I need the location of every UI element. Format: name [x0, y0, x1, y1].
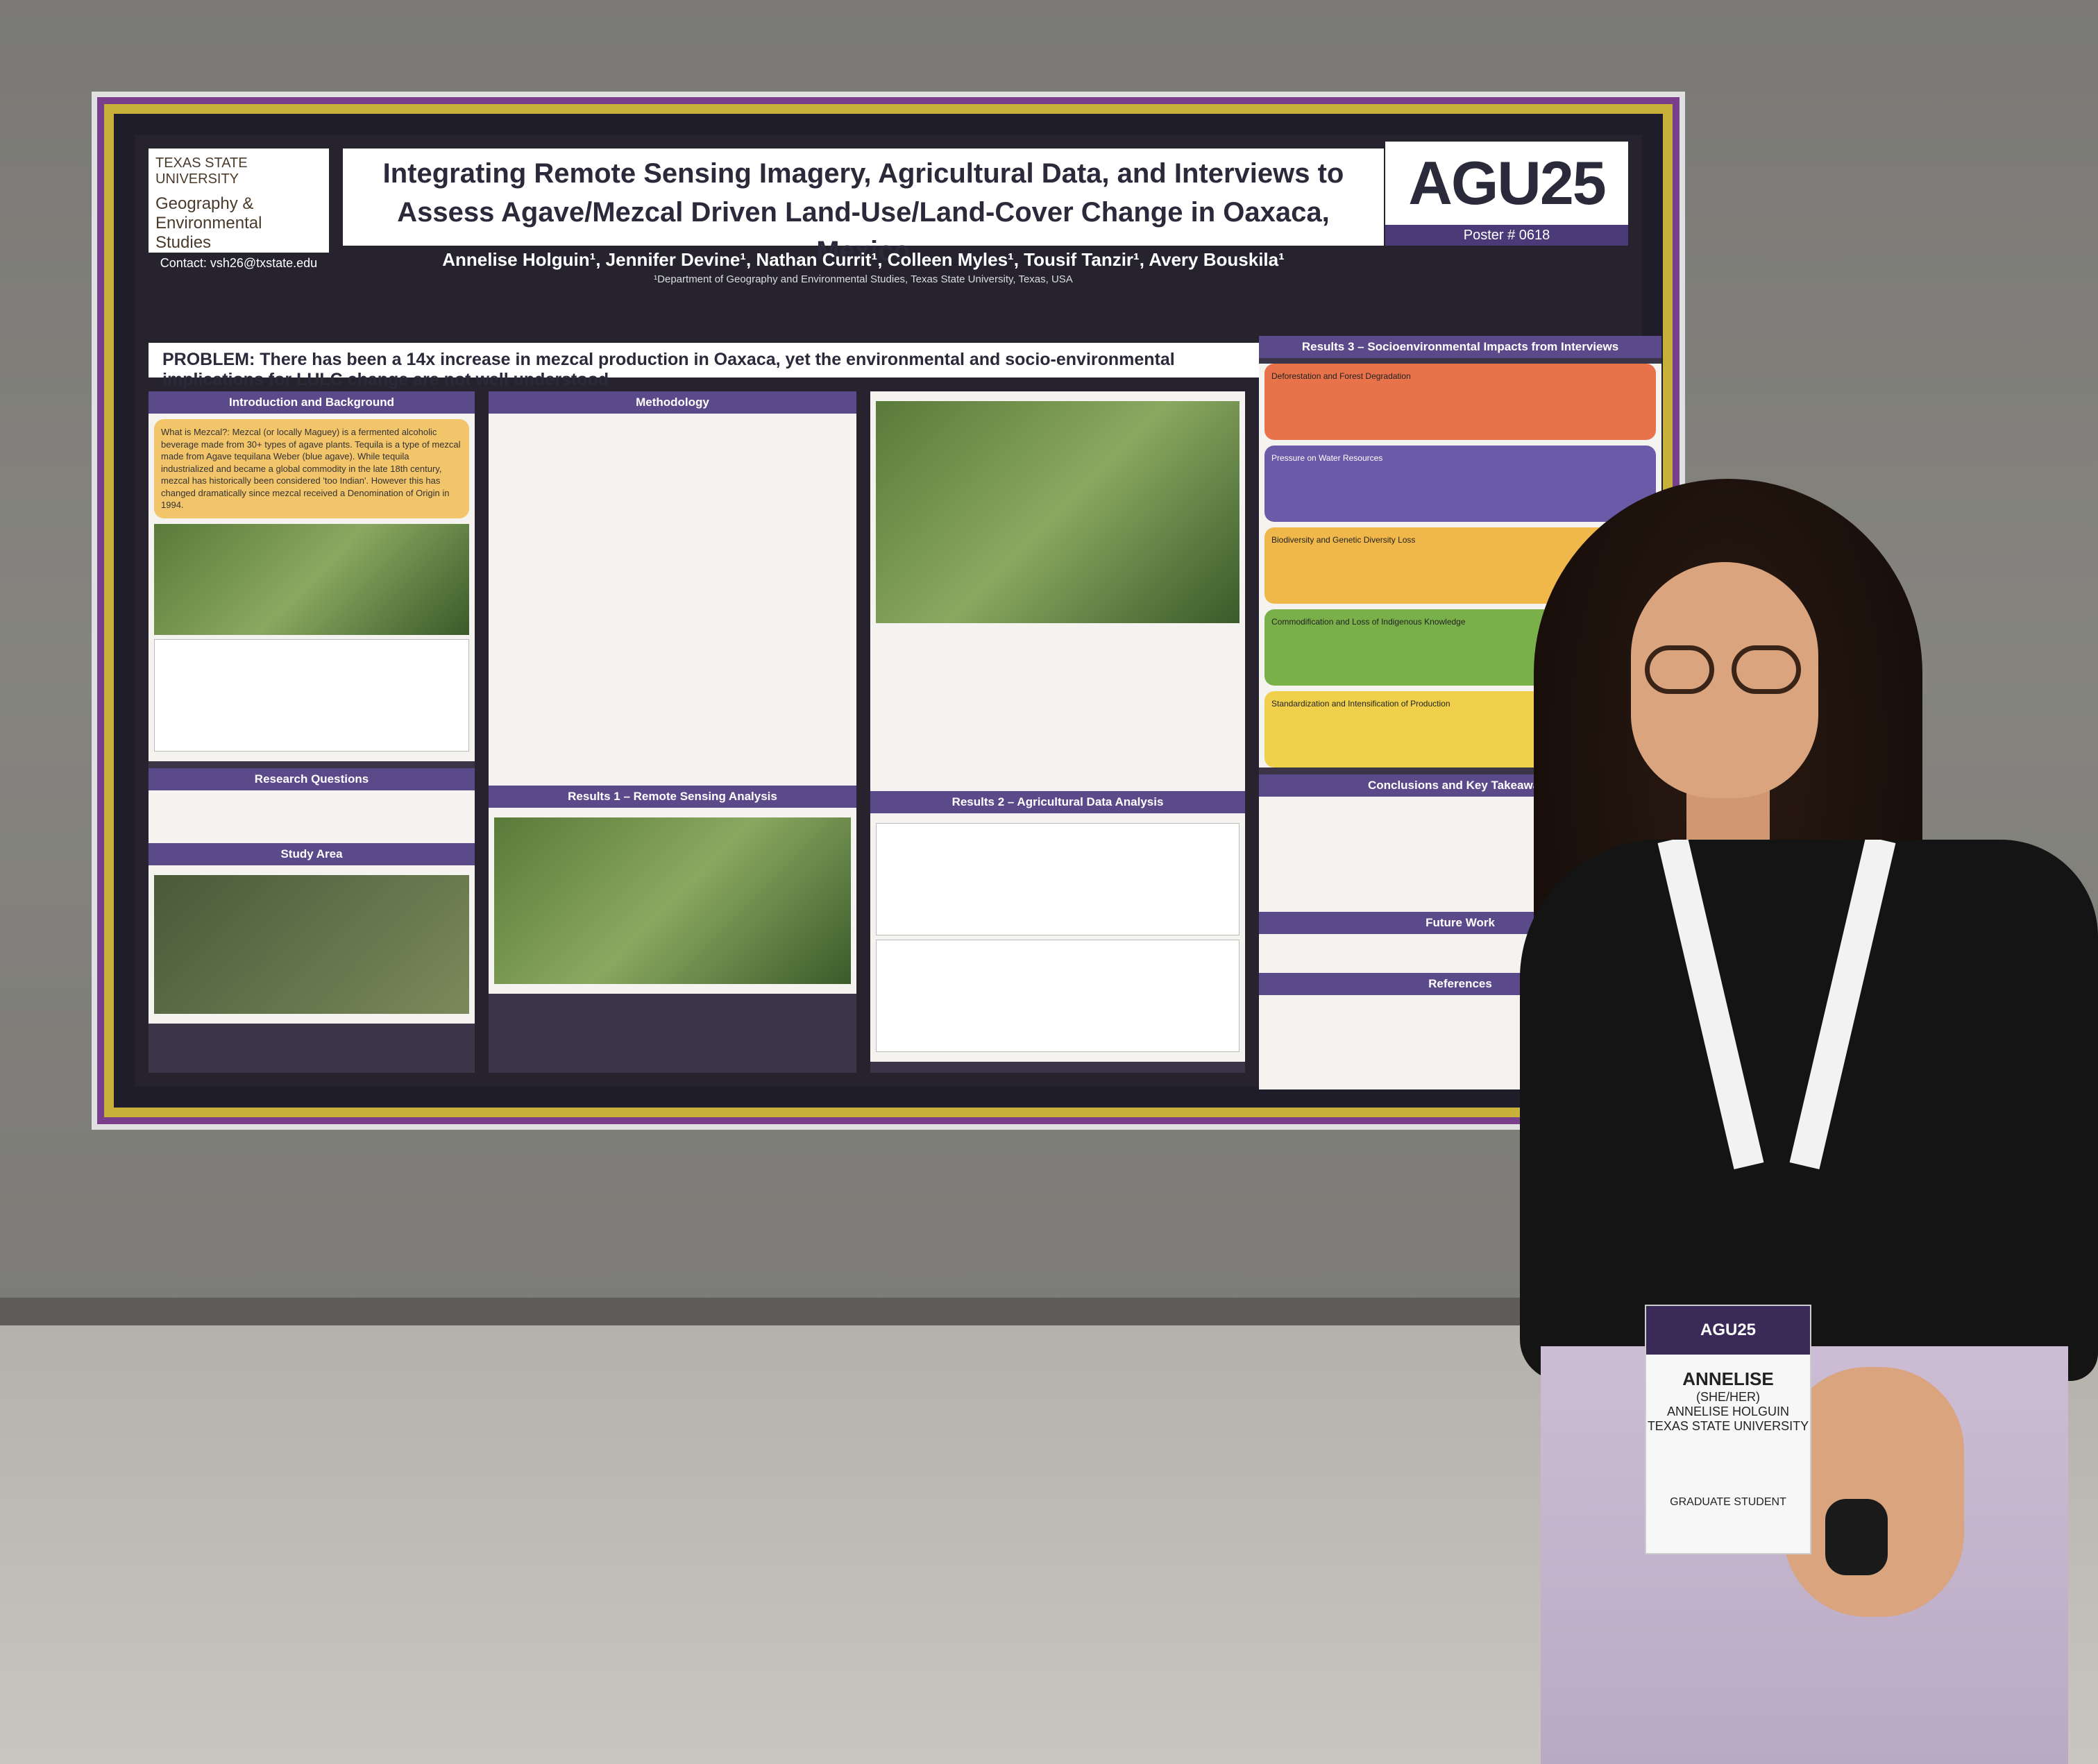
what-is-mezcal-callout: What is Mezcal?: Mezcal (or locally Magu…: [154, 419, 469, 518]
presenter-hands: [1784, 1367, 1964, 1617]
agave-hectares-graph: [876, 823, 1240, 935]
presenter-person: AGU25 ANNELISE (SHE/HER) ANNELISE HOLGUI…: [1492, 479, 2098, 1764]
badge-institution: TEXAS STATE UNIVERSITY: [1647, 1419, 1809, 1433]
badge-name: ANNELISE: [1682, 1368, 1774, 1389]
research-questions-body: [149, 790, 475, 843]
agu25-logo-text: AGU25: [1408, 149, 1606, 217]
res3-card-water: Pressure on Water Resources: [1264, 446, 1656, 522]
smartwatch: [1825, 1499, 1888, 1575]
poster-number: Poster # 0618: [1385, 225, 1628, 246]
study-area-map: [154, 874, 469, 1014]
glasses-right-lens: [1732, 645, 1801, 694]
contact-email: Contact: vsh26@txstate.edu: [160, 256, 318, 270]
university-name: TEXAS STATE UNIVERSITY: [155, 155, 248, 187]
poster-affiliation: ¹Department of Geography and Environment…: [654, 273, 1073, 285]
badge-event: AGU25: [1646, 1306, 1810, 1355]
field-of-agave-photo: [154, 523, 469, 635]
university-logo: TEXAS STATE UNIVERSITY Geography & Envir…: [149, 149, 329, 253]
results1-body: [489, 808, 856, 994]
methodology-body: [489, 414, 856, 786]
agu25-logo: AGU25 Poster # 0618: [1385, 142, 1628, 246]
badge-full-name: ANNELISE HOLGUIN: [1666, 1405, 1790, 1418]
poster-header: TEXAS STATE UNIVERSITY Geography & Envir…: [135, 135, 1642, 315]
agave-tons-graph: [876, 940, 1240, 1052]
badge-role: GRADUATE STUDENT: [1670, 1496, 1786, 1508]
results3-heading: Results 3 – Socioenvironmental Impacts f…: [1259, 336, 1661, 358]
poster-authors: Annelise Holguin¹, Jennifer Devine¹, Nat…: [442, 249, 1285, 270]
results2-body: [870, 813, 1245, 1062]
poster-inner: TEXAS STATE UNIVERSITY Geography & Envir…: [135, 135, 1661, 1089]
methodology-heading: Methodology: [489, 391, 856, 414]
column-1: Introduction and Background What is Mezc…: [149, 391, 475, 1073]
conference-badge: AGU25 ANNELISE (SHE/HER) ANNELISE HOLGUI…: [1645, 1305, 1811, 1554]
glasses: [1638, 645, 1811, 701]
classified-lulc-maps: [494, 817, 851, 984]
poster-title: Integrating Remote Sensing Imagery, Agri…: [343, 149, 1384, 266]
res3-card-deforestation: Deforestation and Forest Degradation: [1264, 364, 1656, 440]
change-detection-body: [870, 391, 1245, 791]
intro-heading: Introduction and Background: [149, 391, 475, 414]
department-name: Geography & Environmental Studies: [155, 194, 262, 252]
column-2: Methodology Results 1 – Remote Sensing A…: [489, 391, 856, 1073]
mezcal-production-graph: [154, 638, 469, 752]
research-questions-heading: Research Questions: [149, 767, 475, 790]
column-3: Results 2 – Agricultural Data Analysis: [870, 391, 1245, 1073]
study-area-heading: Study Area: [149, 842, 475, 865]
results1-heading: Results 1 – Remote Sensing Analysis: [489, 786, 856, 808]
research-poster: TEXAS STATE UNIVERSITY Geography & Envir…: [104, 104, 1673, 1117]
glasses-left-lens: [1645, 645, 1714, 694]
results2-heading: Results 2 – Agricultural Data Analysis: [870, 791, 1245, 813]
change-image-map: [876, 401, 1240, 623]
problem-statement: PROBLEM: There has been a 14x increase i…: [149, 343, 1259, 389]
intro-body: What is Mezcal?: Mezcal (or locally Magu…: [149, 414, 475, 761]
badge-pronouns: (SHE/HER): [1695, 1390, 1760, 1404]
study-area-body: [149, 865, 475, 1024]
lanyard: [1657, 840, 1896, 1170]
